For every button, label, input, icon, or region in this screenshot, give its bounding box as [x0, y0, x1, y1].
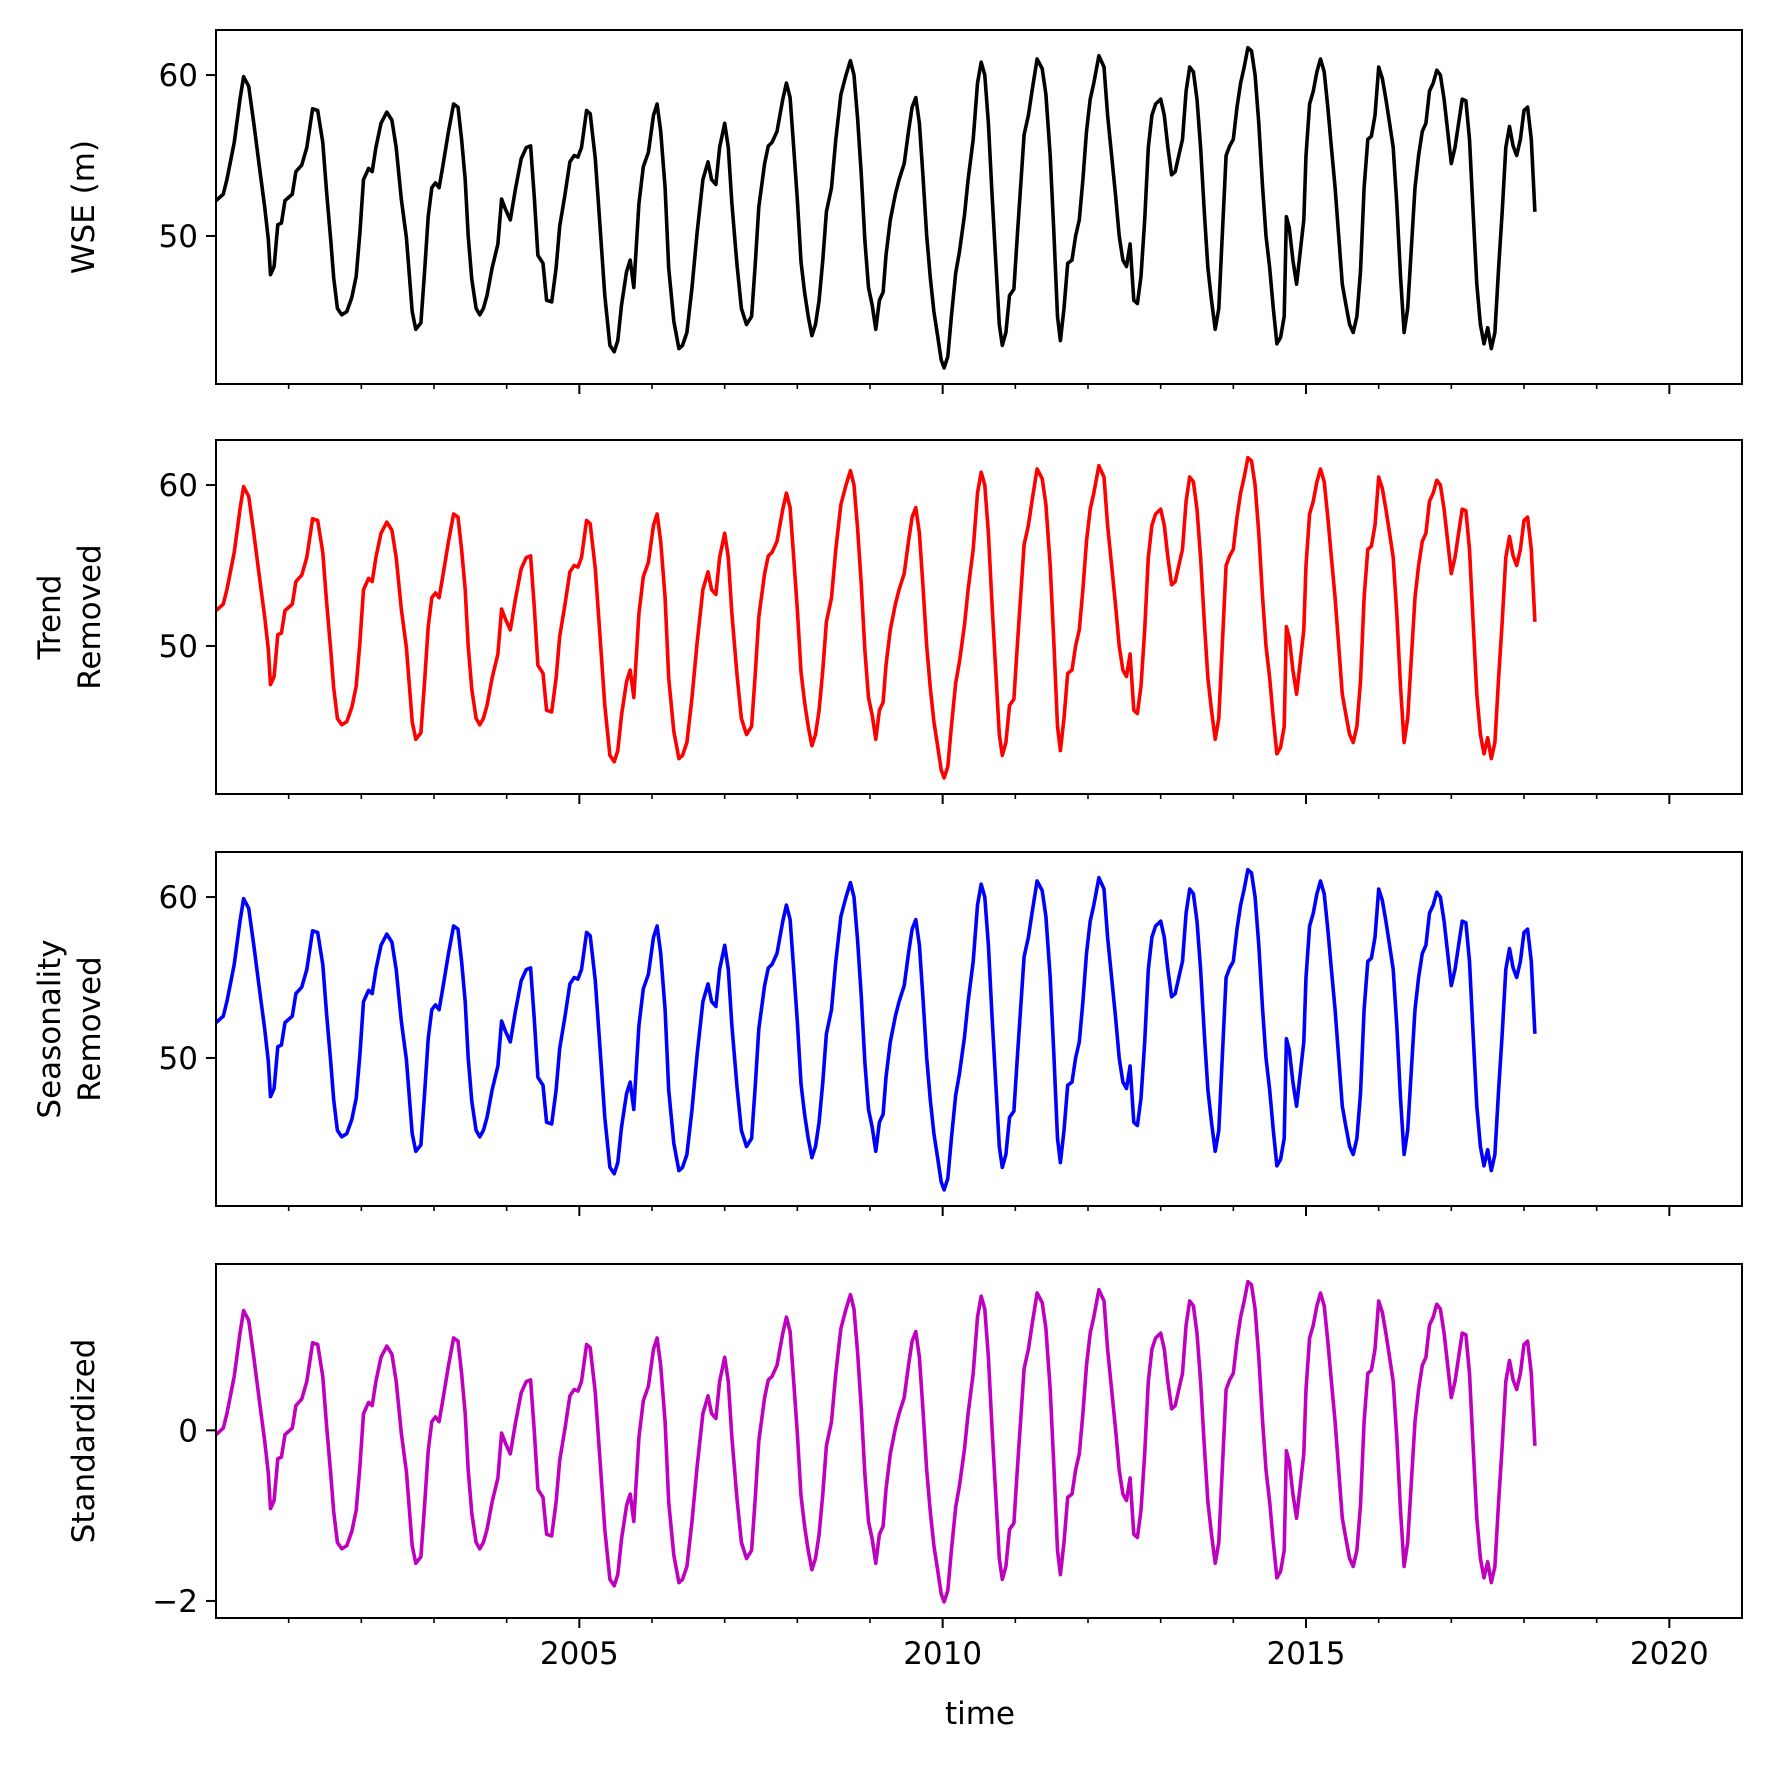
panel-1: 50 60 WSE (m): [66, 29, 1743, 394]
y-axis-label: Standardized: [66, 1339, 102, 1544]
y-axis-label: WSE (m): [66, 140, 102, 274]
panel-2: 50 60 Trend Removed: [32, 439, 1743, 804]
y-tick-label: 50: [159, 629, 198, 665]
y-axis-label: Trend: [32, 575, 68, 661]
series-line: [216, 45, 1537, 370]
panel-4: −2 0 Standardized 2005 2010 2015 2020: [66, 1263, 1743, 1672]
y-tick-label: 60: [159, 58, 198, 94]
series-line: [216, 1279, 1537, 1604]
y-tick-label: −2: [152, 1584, 198, 1620]
axes-frame: [215, 1263, 1743, 1619]
series-line: [216, 867, 1537, 1192]
axes-frame: [215, 439, 1743, 795]
y-tick-label: 50: [159, 1041, 198, 1077]
y-tick-label: 60: [159, 880, 198, 916]
y-axis-label: Seasonality: [32, 939, 68, 1118]
axes-frame: [215, 29, 1743, 385]
y-axis-label: Removed: [72, 544, 108, 689]
series-line: [216, 455, 1537, 780]
axes-frame: [215, 851, 1743, 1207]
x-tick-label: 2015: [1267, 1636, 1346, 1672]
y-tick-label: 60: [159, 468, 198, 504]
x-tick-label: 2020: [1630, 1636, 1709, 1672]
panel-3: 50 60 Seasonality Removed: [32, 851, 1743, 1216]
y-tick-label: 50: [159, 219, 198, 255]
y-tick-label: 0: [178, 1413, 198, 1449]
y-axis-label: Removed: [72, 956, 108, 1101]
x-axis-label: time: [945, 1696, 1015, 1732]
x-tick-label: 2005: [540, 1636, 619, 1672]
x-tick-label: 2010: [903, 1636, 982, 1672]
